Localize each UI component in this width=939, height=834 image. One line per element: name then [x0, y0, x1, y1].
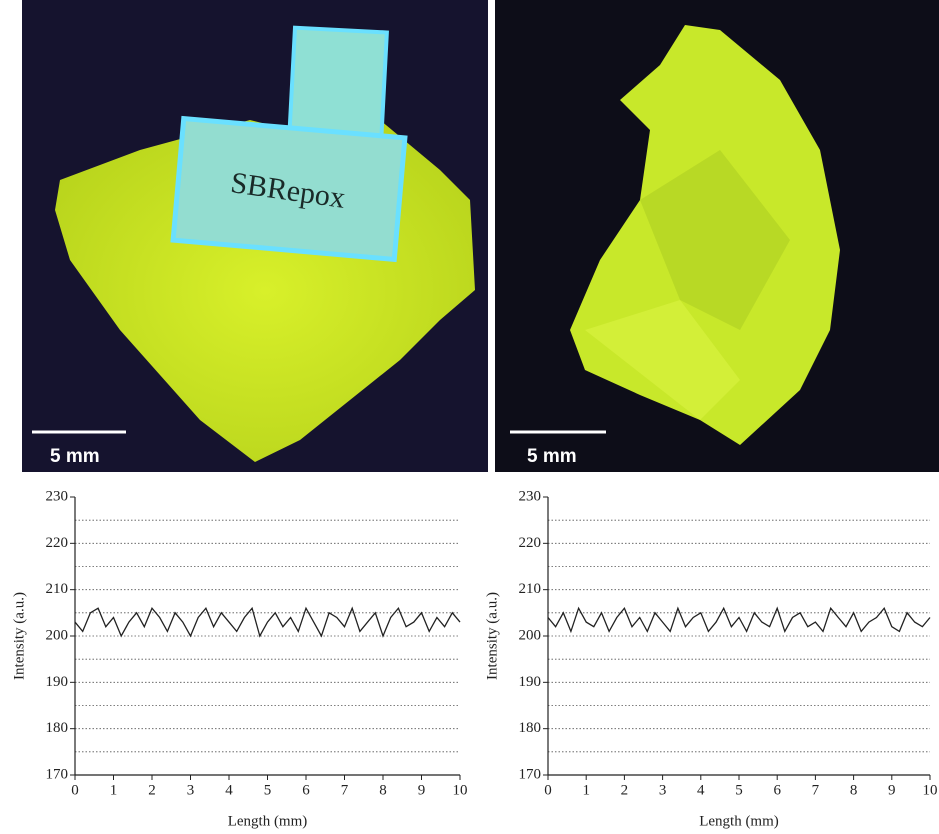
x-tick-label: 4	[697, 782, 705, 798]
y-tick-label: 220	[46, 535, 69, 551]
x-tick-label: 2	[148, 782, 156, 798]
y-tick-label: 170	[46, 766, 69, 782]
photo-right: 5 mm	[495, 0, 939, 472]
x-tick-label: 9	[418, 782, 426, 798]
x-tick-label: 0	[71, 782, 79, 798]
x-tick-label: 3	[659, 782, 667, 798]
data-line	[75, 608, 460, 636]
x-axis-label: Length (mm)	[228, 813, 308, 829]
x-tick-label: 10	[453, 782, 468, 798]
y-tick-label: 230	[46, 488, 69, 504]
y-tick-label: 190	[46, 674, 69, 690]
y-tick-label: 230	[519, 488, 542, 504]
y-tick-label: 170	[519, 766, 542, 782]
x-tick-label: 1	[582, 782, 590, 798]
scale-label: 5 mm	[527, 446, 577, 467]
figure: SBRepox 5 mm 5 mm 1701801902002102202300…	[0, 0, 939, 834]
y-tick-label: 200	[519, 627, 542, 643]
x-tick-label: 5	[735, 782, 743, 798]
y-tick-label: 220	[519, 535, 542, 551]
x-tick-label: 3	[187, 782, 195, 798]
x-tick-label: 7	[812, 782, 820, 798]
x-tick-label: 9	[888, 782, 896, 798]
photo-left: SBRepox 5 mm	[22, 0, 488, 472]
y-tick-label: 190	[519, 674, 542, 690]
y-tick-label: 200	[46, 627, 69, 643]
x-tick-label: 1	[110, 782, 118, 798]
y-tick-label: 210	[46, 581, 69, 597]
y-tick-label: 180	[46, 720, 69, 736]
x-tick-label: 8	[379, 782, 387, 798]
x-tick-label: 0	[544, 782, 552, 798]
data-line	[548, 608, 930, 631]
y-axis-label: Intensity (a.u.)	[11, 592, 27, 680]
x-tick-label: 6	[302, 782, 310, 798]
y-tick-label: 180	[519, 720, 542, 736]
y-axis-label: Intensity (a.u.)	[484, 592, 500, 680]
x-tick-label: 7	[341, 782, 349, 798]
x-tick-label: 8	[850, 782, 858, 798]
x-tick-label: 10	[923, 782, 938, 798]
x-tick-label: 6	[773, 782, 781, 798]
x-tick-label: 5	[264, 782, 272, 798]
x-tick-label: 2	[621, 782, 629, 798]
scale-label: 5 mm	[50, 446, 100, 467]
y-tick-label: 210	[519, 581, 542, 597]
x-axis-label: Length (mm)	[699, 813, 779, 829]
x-tick-label: 4	[225, 782, 233, 798]
